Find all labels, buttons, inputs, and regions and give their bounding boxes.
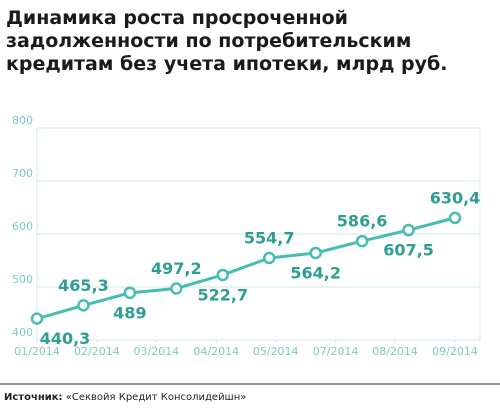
x-tick-label: 02/2014 <box>74 345 120 358</box>
data-label: 607,5 <box>383 241 434 260</box>
marker <box>77 299 90 312</box>
data-label: 564,2 <box>290 263 341 282</box>
y-tick-label: 600 <box>12 220 33 233</box>
marker <box>123 286 137 300</box>
marker <box>402 223 415 237</box>
x-tick-label: 04/2014 <box>193 345 239 358</box>
chart-title: Динамика роста просроченной <box>6 7 348 29</box>
marker <box>170 282 183 295</box>
data-label: 497,2 <box>151 259 202 278</box>
source: Источник: «Секвойя Кредит Консолидейшн» <box>4 392 246 403</box>
marker <box>216 268 230 282</box>
chart-title: кредитам без учета ипотеки, млрд руб. <box>6 53 448 75</box>
marker <box>30 312 44 325</box>
x-tick-label: 01/2014 <box>14 345 60 358</box>
data-label: 630,4 <box>430 188 481 207</box>
y-tick-label: 800 <box>12 114 33 127</box>
data-label: 554,7 <box>244 229 295 248</box>
data-label: 440,3 <box>40 329 91 348</box>
x-tick-label: 09/2014 <box>432 345 478 358</box>
data-label: 489 <box>113 303 146 322</box>
x-tick-label: 08/2014 <box>372 345 418 358</box>
y-tick-label: 400 <box>12 326 33 339</box>
marker <box>262 251 276 265</box>
chart-title: задолженности по потребительским <box>6 30 411 52</box>
marker <box>448 211 462 225</box>
x-tick-label: 03/2014 <box>134 345 180 358</box>
source-text: «Секвойя Кредит Консолидейшн» <box>66 392 247 403</box>
x-tick-label: 05/2014 <box>253 345 299 358</box>
marker <box>309 246 322 260</box>
data-label: 586,6 <box>337 212 388 231</box>
y-tick-label: 700 <box>12 167 33 180</box>
data-label: 522,7 <box>197 285 248 304</box>
x-tick-label: 07/2014 <box>313 345 359 358</box>
line <box>36 216 456 321</box>
y-tick-label: 500 <box>12 273 33 286</box>
data-label: 465,3 <box>58 276 109 295</box>
source-label: Источник: <box>4 392 63 403</box>
marker <box>355 234 369 248</box>
